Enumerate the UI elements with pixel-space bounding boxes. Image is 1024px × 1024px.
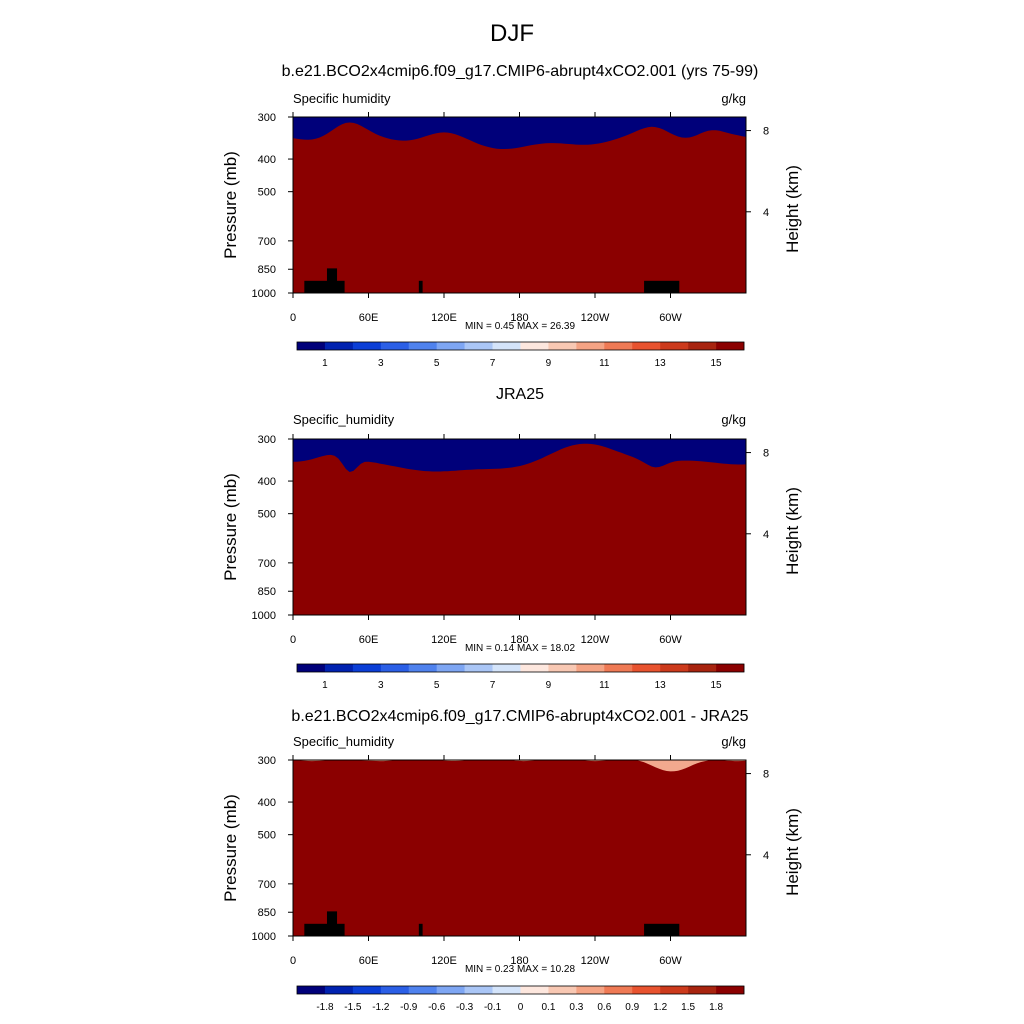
panel-1-colorbar-swatch: [492, 342, 521, 350]
panel-1-terrain-2: [418, 280, 423, 293]
panel-1-y-tick-label: 700: [258, 236, 276, 248]
figure-title: DJF: [490, 20, 534, 47]
panel-1-colorbar-label: 3: [378, 358, 384, 369]
panel-1-terrain-3: [644, 280, 680, 293]
panel-1-colorbar-swatch: [604, 342, 633, 350]
panel-1-colorbar-frame: [296, 341, 745, 351]
panel-1-title: b.e21.BCO2x4cmip6.f09_g17.CMIP6-abrupt4x…: [281, 63, 759, 80]
panel-1-x-tick-label: 0: [290, 312, 296, 324]
panel-1-min-label: MIN =: [464, 321, 492, 332]
panel-1-terrain-1: [326, 268, 338, 293]
panel-1-colorbar-swatch: [632, 342, 661, 350]
panel-2-variable-label: Specific_humidity: [293, 412, 395, 427]
panel-3-min-value: 0.23: [494, 964, 515, 975]
panel-1-colorbar-swatch: [380, 342, 410, 350]
panel-1-max-label: MAX =: [516, 321, 548, 332]
panel-3-title: b.e21.BCO2x4cmip6.f09_g17.CMIP6-abrupt4x…: [291, 708, 749, 725]
panel-1-minmax: MIN = 0.45 MAX = 26.39: [0, 321, 1024, 332]
panel-1-colorbar-swatch: [352, 342, 382, 350]
panel-1-x-tick-label: 120W: [581, 312, 610, 324]
panel-1-height-tick-label: 4: [763, 207, 769, 219]
panel-1-colorbar-swatch: [548, 342, 577, 350]
panel-2-min-value: 0.14: [494, 643, 515, 654]
panel-1-x-tick-label: 180: [510, 312, 528, 324]
panel-1-colorbar-swatch: [297, 342, 326, 350]
panel-3-max-label: MAX =: [516, 964, 548, 975]
panel-1-colorbar-swatch: [324, 342, 354, 350]
panel-1-colorbar-swatch: [520, 342, 549, 350]
panel-1-y-axis-title: Pressure (mb): [221, 151, 240, 259]
panel-1-y-tick-label: 400: [258, 154, 276, 166]
panel-1-colorbar-swatch: [660, 342, 689, 350]
panel-1-colorbar-label: 11: [599, 358, 610, 369]
panel-3-min-label: MIN =: [464, 964, 492, 975]
panel-1-x-tick-label: 60W: [659, 312, 682, 324]
panel-1-colorbar-label: 13: [655, 358, 667, 369]
panel-2-title: JRA25: [495, 386, 545, 403]
panel-1-y-tick-label: 850: [258, 264, 276, 276]
panel-1-colorbar-label: 15: [711, 358, 723, 369]
panel-3-units: g/kg: [721, 734, 746, 749]
panel-1-colorbar-label: 1: [322, 358, 328, 369]
panel-1-units: g/kg: [721, 91, 746, 106]
panel-1-y-tick-label: 300: [258, 112, 276, 124]
panel-3-variable-label: Specific_humidity: [293, 734, 395, 749]
panel-1-x-tick-label: 120E: [431, 312, 457, 324]
panel-1-colorbar-label: 5: [434, 358, 440, 369]
panel-2-max-label: MAX =: [516, 643, 548, 654]
panel-3-minmax: MIN = 0.23 MAX = 10.28: [0, 964, 1024, 975]
panel-1-colorbar-label: 9: [546, 358, 552, 369]
panel-1-height-tick-label: 8: [763, 126, 769, 138]
panel-1-right-axis-title: Height (km): [783, 165, 802, 253]
panel-3-max-value: 10.28: [550, 964, 576, 975]
panel-1-terrain-0: [304, 280, 345, 293]
panel-1-colorbar-swatch: [576, 342, 605, 350]
panel-1-colorbar-swatch: [436, 342, 465, 350]
panel-1-min-value: 0.45: [494, 321, 515, 332]
panel-1-contour-fill-15: [293, 122, 746, 293]
panel-1-y-tick-label: 1000: [252, 288, 276, 300]
panel-1-y-tick-label: 500: [258, 187, 276, 199]
panel-2-min-label: MIN =: [464, 643, 492, 654]
panel-2-units: g/kg: [721, 412, 746, 427]
panel-1-colorbar-swatch: [688, 342, 717, 350]
panel-1-variable-label: Specific humidity: [293, 91, 391, 106]
panel-1-colorbar-label: 7: [490, 358, 496, 369]
panel-2-max-value: 18.02: [550, 643, 576, 654]
panel-2-minmax: MIN = 0.14 MAX = 18.02: [0, 643, 1024, 654]
panel-1-colorbar-swatch: [408, 342, 437, 350]
panel-1-max-value: 26.39: [550, 321, 576, 332]
panel-1-x-tick-label: 60E: [359, 312, 379, 324]
panel-1-colorbar-swatch: [464, 342, 493, 350]
panel-1-colorbar-swatch: [716, 342, 745, 350]
